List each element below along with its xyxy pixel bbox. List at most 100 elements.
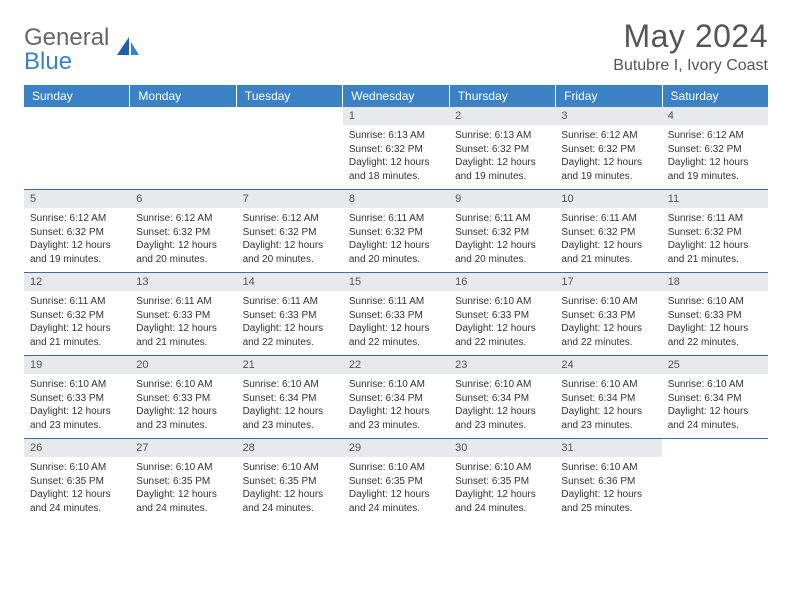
calendar-cell: 25Sunrise: 6:10 AMSunset: 6:34 PMDayligh…	[662, 356, 768, 438]
cell-line: Sunrise: 6:10 AM	[455, 295, 549, 309]
cell-line: Daylight: 12 hours	[455, 488, 549, 502]
cell-line: Sunrise: 6:11 AM	[561, 212, 655, 226]
cell-line: Sunset: 6:35 PM	[349, 475, 443, 489]
cell-line: and 18 minutes.	[349, 170, 443, 184]
day-header: Thursday	[450, 85, 556, 107]
cell-line: and 19 minutes.	[668, 170, 762, 184]
cell-line: and 25 minutes.	[561, 502, 655, 516]
cell-line: Sunrise: 6:12 AM	[136, 212, 230, 226]
cell-line: Daylight: 12 hours	[136, 405, 230, 419]
cell-line: Daylight: 12 hours	[455, 156, 549, 170]
cell-line: and 19 minutes.	[455, 170, 549, 184]
page-header: General Blue May 2024 Butubre I, Ivory C…	[24, 18, 768, 75]
calendar-cell: 27Sunrise: 6:10 AMSunset: 6:35 PMDayligh…	[130, 439, 236, 521]
cell-line: Sunrise: 6:10 AM	[561, 295, 655, 309]
cell-line: and 24 minutes.	[136, 502, 230, 516]
cell-line: Daylight: 12 hours	[455, 239, 549, 253]
cell-body: Sunrise: 6:12 AMSunset: 6:32 PMDaylight:…	[130, 208, 236, 272]
cell-line: Sunrise: 6:10 AM	[455, 378, 549, 392]
calendar-cell: 20Sunrise: 6:10 AMSunset: 6:33 PMDayligh…	[130, 356, 236, 438]
calendar-cell: 7Sunrise: 6:12 AMSunset: 6:32 PMDaylight…	[237, 190, 343, 272]
location-label: Butubre I, Ivory Coast	[613, 57, 768, 75]
week-row: 12Sunrise: 6:11 AMSunset: 6:32 PMDayligh…	[24, 273, 768, 356]
day-number: 2	[449, 107, 555, 125]
cell-body: Sunrise: 6:11 AMSunset: 6:32 PMDaylight:…	[24, 291, 130, 355]
cell-body: Sunrise: 6:10 AMSunset: 6:33 PMDaylight:…	[24, 374, 130, 438]
day-number: 6	[130, 190, 236, 208]
cell-line: Sunrise: 6:10 AM	[349, 461, 443, 475]
day-number: 16	[449, 273, 555, 291]
day-number: 29	[343, 439, 449, 457]
cell-line: Sunset: 6:33 PM	[455, 309, 549, 323]
cell-line: and 22 minutes.	[561, 336, 655, 350]
cell-body: Sunrise: 6:10 AMSunset: 6:33 PMDaylight:…	[449, 291, 555, 355]
cell-line: Sunrise: 6:10 AM	[668, 378, 762, 392]
cell-line: and 24 minutes.	[243, 502, 337, 516]
cell-line: Sunset: 6:33 PM	[136, 309, 230, 323]
cell-line: Sunrise: 6:10 AM	[349, 378, 443, 392]
cell-line: Sunset: 6:34 PM	[349, 392, 443, 406]
cell-line: and 24 minutes.	[668, 419, 762, 433]
month-title: May 2024	[613, 18, 768, 55]
cell-line: and 20 minutes.	[349, 253, 443, 267]
day-number: 7	[237, 190, 343, 208]
cell-line: Sunrise: 6:12 AM	[561, 129, 655, 143]
cell-body: Sunrise: 6:10 AMSunset: 6:35 PMDaylight:…	[24, 457, 130, 521]
cell-line: Daylight: 12 hours	[668, 156, 762, 170]
cell-line: Sunrise: 6:10 AM	[136, 461, 230, 475]
cell-body: Sunrise: 6:10 AMSunset: 6:34 PMDaylight:…	[237, 374, 343, 438]
cell-body: Sunrise: 6:11 AMSunset: 6:33 PMDaylight:…	[130, 291, 236, 355]
day-number: 19	[24, 356, 130, 374]
calendar-cell: 29Sunrise: 6:10 AMSunset: 6:35 PMDayligh…	[343, 439, 449, 521]
cell-body: Sunrise: 6:10 AMSunset: 6:34 PMDaylight:…	[449, 374, 555, 438]
cell-line: Sunset: 6:32 PM	[30, 226, 124, 240]
day-header: Wednesday	[343, 85, 449, 107]
cell-body: Sunrise: 6:12 AMSunset: 6:32 PMDaylight:…	[237, 208, 343, 272]
cell-line: Daylight: 12 hours	[136, 488, 230, 502]
cell-line: Sunrise: 6:11 AM	[30, 295, 124, 309]
cell-line: Sunrise: 6:11 AM	[455, 212, 549, 226]
cell-line: and 21 minutes.	[561, 253, 655, 267]
cell-body: Sunrise: 6:10 AMSunset: 6:35 PMDaylight:…	[343, 457, 449, 521]
brand-part1: General	[24, 24, 109, 51]
cell-body: Sunrise: 6:12 AMSunset: 6:32 PMDaylight:…	[662, 125, 768, 189]
day-number: 10	[555, 190, 661, 208]
cell-body: Sunrise: 6:12 AMSunset: 6:32 PMDaylight:…	[555, 125, 661, 189]
cell-line: Sunset: 6:33 PM	[30, 392, 124, 406]
day-header: Monday	[130, 85, 236, 107]
cell-body	[24, 125, 130, 135]
day-number: 17	[555, 273, 661, 291]
week-row: 5Sunrise: 6:12 AMSunset: 6:32 PMDaylight…	[24, 190, 768, 273]
cell-line: and 21 minutes.	[668, 253, 762, 267]
cell-body: Sunrise: 6:13 AMSunset: 6:32 PMDaylight:…	[343, 125, 449, 189]
cell-line: Sunrise: 6:10 AM	[455, 461, 549, 475]
cell-line: Daylight: 12 hours	[349, 488, 443, 502]
cell-body: Sunrise: 6:11 AMSunset: 6:33 PMDaylight:…	[343, 291, 449, 355]
calendar-cell: 26Sunrise: 6:10 AMSunset: 6:35 PMDayligh…	[24, 439, 130, 521]
day-number: 20	[130, 356, 236, 374]
day-number: 1	[343, 107, 449, 125]
cell-line: and 23 minutes.	[136, 419, 230, 433]
day-number: 24	[555, 356, 661, 374]
calendar-cell: 8Sunrise: 6:11 AMSunset: 6:32 PMDaylight…	[343, 190, 449, 272]
cell-line: Daylight: 12 hours	[30, 405, 124, 419]
calendar-cell: 9Sunrise: 6:11 AMSunset: 6:32 PMDaylight…	[449, 190, 555, 272]
cell-line: Sunset: 6:32 PM	[668, 226, 762, 240]
cell-line: Daylight: 12 hours	[243, 405, 337, 419]
cell-line: Daylight: 12 hours	[668, 322, 762, 336]
day-number: 25	[662, 356, 768, 374]
cell-body: Sunrise: 6:13 AMSunset: 6:32 PMDaylight:…	[449, 125, 555, 189]
cell-line: Daylight: 12 hours	[136, 239, 230, 253]
day-header: Saturday	[663, 85, 768, 107]
cell-body	[662, 457, 768, 467]
cell-line: Daylight: 12 hours	[349, 322, 443, 336]
cell-line: and 23 minutes.	[455, 419, 549, 433]
cell-line: and 21 minutes.	[136, 336, 230, 350]
day-number: 5	[24, 190, 130, 208]
cell-line: and 22 minutes.	[349, 336, 443, 350]
cell-line: Sunrise: 6:10 AM	[243, 461, 337, 475]
week-row: 19Sunrise: 6:10 AMSunset: 6:33 PMDayligh…	[24, 356, 768, 439]
day-number: 12	[24, 273, 130, 291]
cell-line: Sunset: 6:33 PM	[668, 309, 762, 323]
cell-line: Sunrise: 6:12 AM	[30, 212, 124, 226]
